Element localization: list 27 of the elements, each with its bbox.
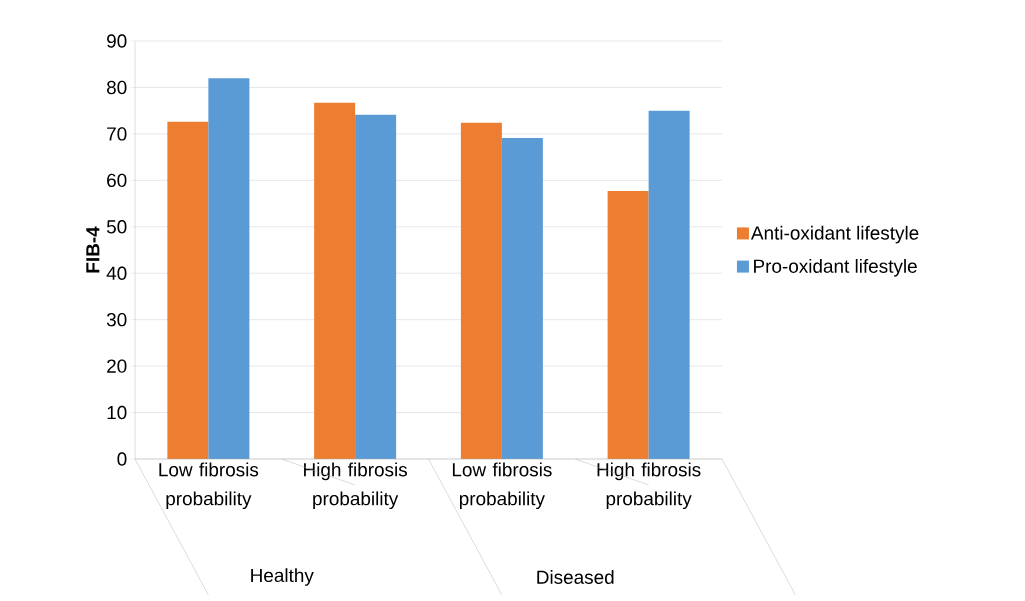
y-tick-label: 60 xyxy=(107,173,127,188)
bar xyxy=(607,191,649,459)
y-tick-label: 10 xyxy=(107,405,127,420)
y-tick-label: 90 xyxy=(107,34,127,48)
legend-label: Anti-oxidant lifestyle xyxy=(750,225,919,244)
bar xyxy=(460,122,502,459)
y-tick-label: 20 xyxy=(107,359,127,373)
x-tick-label: Low fibrosis probability xyxy=(159,462,259,510)
y-tick-label: 80 xyxy=(107,80,127,95)
y-axis-title: FIB-4 xyxy=(86,226,100,273)
text: Diseased xyxy=(537,570,614,584)
x-tick-label: Low fibrosis probability xyxy=(452,462,552,510)
y-tick-label: 30 xyxy=(106,312,127,327)
y-tick-label: 0 xyxy=(117,452,127,466)
x-tick-label: High fibrosis probability xyxy=(597,462,701,510)
text: Healthy xyxy=(251,568,314,586)
y-tick-label: 40 xyxy=(106,266,127,280)
y-tick-label: 50 xyxy=(106,220,127,234)
y-tick-label: 70 xyxy=(107,127,127,141)
bar xyxy=(208,78,250,459)
bar xyxy=(501,138,543,459)
x-tick-label: High fibrosis probability xyxy=(304,462,408,510)
legend-label: Pro-oxidant lifestyle xyxy=(754,258,917,277)
bar xyxy=(355,114,397,459)
bar xyxy=(314,102,356,459)
bar xyxy=(648,110,690,459)
bar xyxy=(167,121,209,459)
